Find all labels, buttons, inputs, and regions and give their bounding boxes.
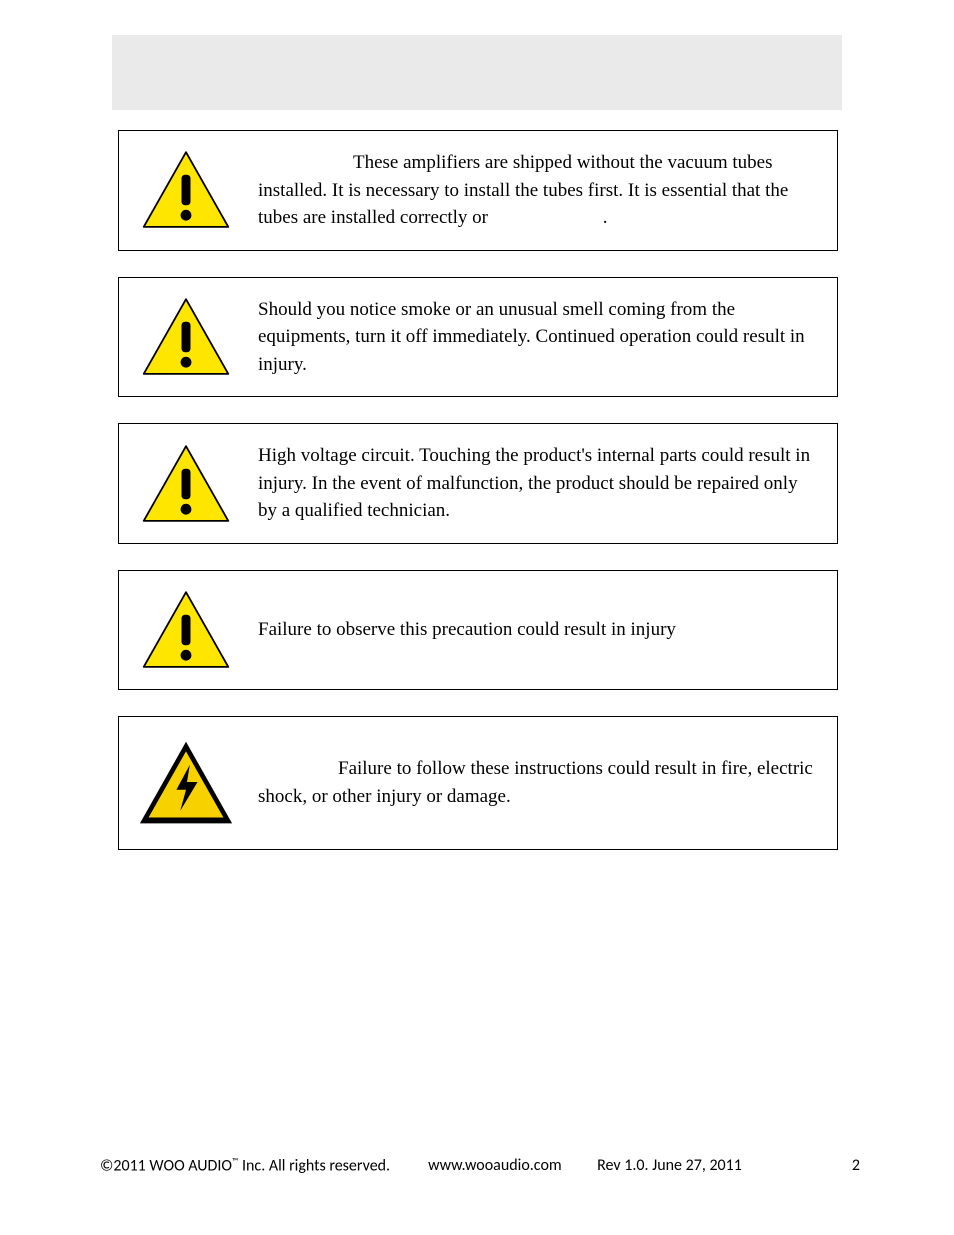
electric-hazard-icon: [138, 739, 234, 827]
warning-text-5-body: Failure to follow these instructions cou…: [258, 758, 813, 807]
warning-text-5: Failure to follow these instructions cou…: [238, 755, 817, 810]
header-band: [112, 35, 842, 110]
footer-copyright-b: Inc. All rights reserved.: [238, 1156, 390, 1175]
warning-box-2: Should you notice smoke or an unusual sm…: [118, 277, 838, 398]
footer-copyright: ©2011 WOO AUDIO™ Inc. All rights reserve…: [100, 1156, 390, 1175]
warning-box-5: Failure to follow these instructions cou…: [118, 716, 838, 850]
caution-icon: [141, 443, 231, 525]
caution-icon: [141, 149, 231, 231]
warning-icon-wrap: [133, 443, 238, 525]
warning-text-1: These amplifiers are shipped without the…: [238, 149, 817, 232]
warning-text-1-body: These amplifiers are shipped without the…: [258, 152, 788, 228]
warning-text-1-trailing: .: [603, 207, 608, 228]
footer-rev: Rev 1.0. June 27, 2011: [597, 1156, 742, 1175]
page-footer: ©2011 WOO AUDIO™ Inc. All rights reserve…: [100, 1156, 860, 1175]
caution-icon: [141, 296, 231, 378]
content-area: These amplifiers are shipped without the…: [118, 130, 838, 876]
warning-box-3: High voltage circuit. Touching the produ…: [118, 423, 838, 544]
footer-copyright-a: ©2011 WOO AUDIO: [100, 1156, 232, 1175]
warning-icon-wrap: [133, 589, 238, 671]
warning-box-1: These amplifiers are shipped without the…: [118, 130, 838, 251]
warning-text-2: Should you notice smoke or an unusual sm…: [238, 296, 817, 379]
warning-text-3: High voltage circuit. Touching the produ…: [238, 442, 817, 525]
page-number: 2: [852, 1156, 860, 1175]
warning-icon-wrap: [133, 739, 238, 827]
warning-box-4: Failure to observe this precaution could…: [118, 570, 838, 690]
footer-url: www.wooaudio.com: [428, 1156, 562, 1175]
warning-text-4: Failure to observe this precaution could…: [238, 616, 817, 644]
warning-icon-wrap: [133, 296, 238, 378]
caution-icon: [141, 589, 231, 671]
warning-icon-wrap: [133, 149, 238, 231]
